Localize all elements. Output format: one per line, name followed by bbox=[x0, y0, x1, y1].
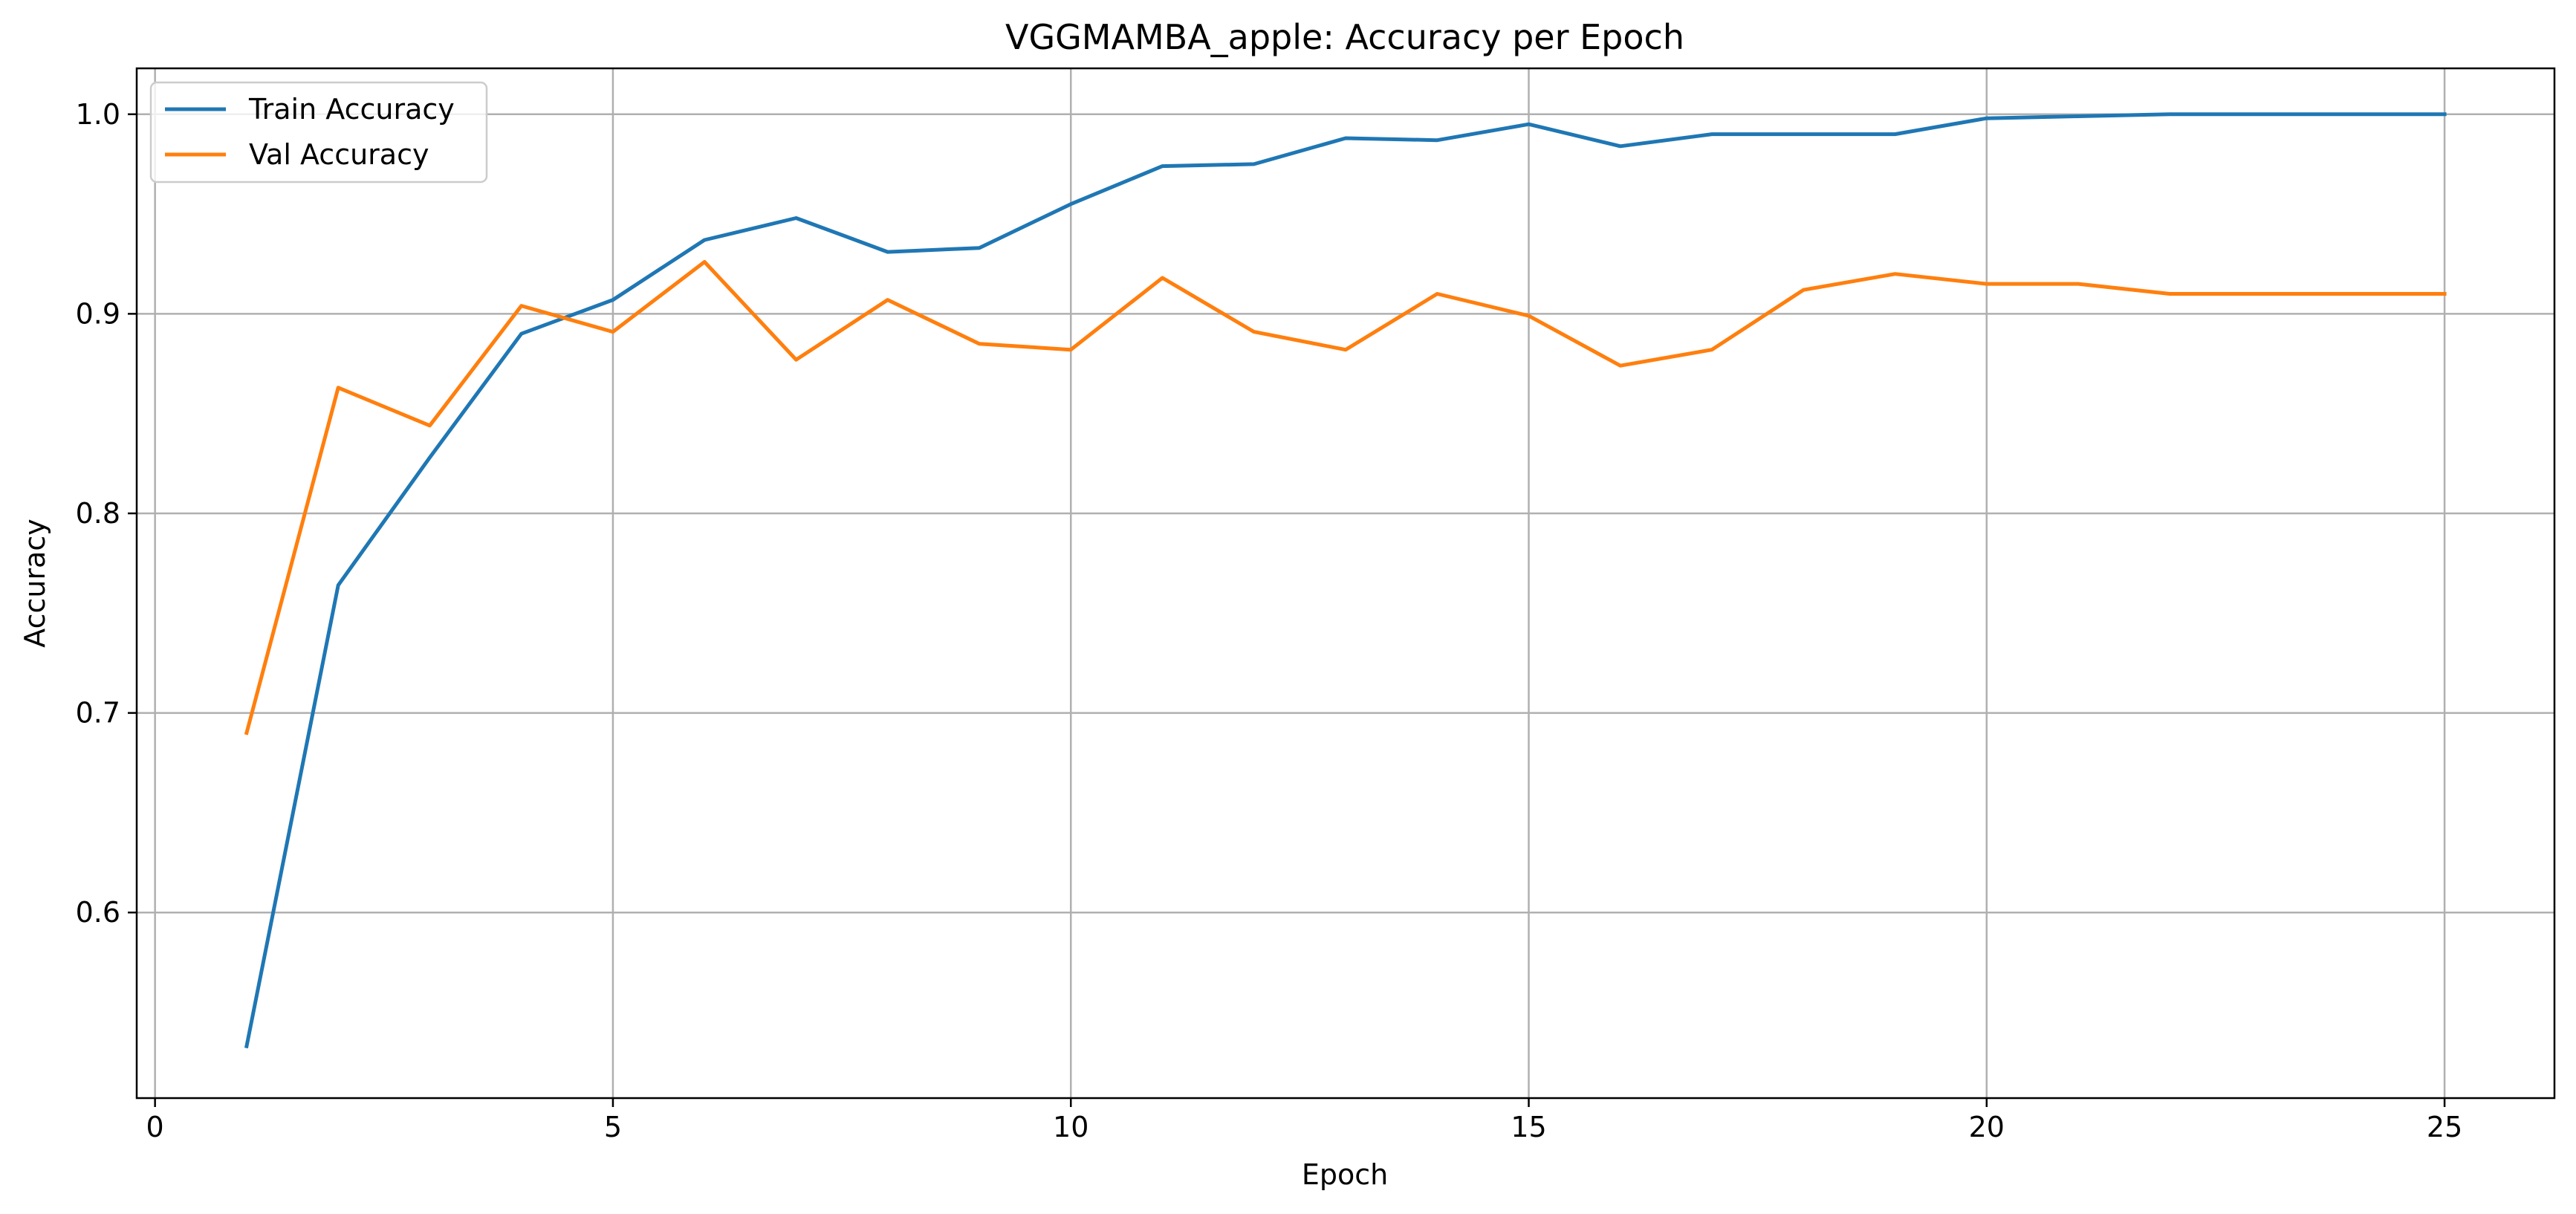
y-tick-label: 0.8 bbox=[76, 497, 120, 530]
x-tick-label: 5 bbox=[604, 1111, 622, 1143]
legend-label-val-accuracy: Val Accuracy bbox=[249, 138, 429, 171]
x-tick-label: 20 bbox=[1969, 1111, 2005, 1143]
x-tick-label: 10 bbox=[1053, 1111, 1089, 1143]
legend-box bbox=[149, 81, 488, 184]
x-axis-label: Epoch bbox=[1302, 1158, 1388, 1191]
chart-title: VGGMAMBA_apple: Accuracy per Epoch bbox=[1005, 17, 1684, 57]
y-tick-label: 1.0 bbox=[76, 98, 120, 131]
legend: Train Accuracy Val Accuracy bbox=[149, 81, 488, 184]
x-tick-label: 0 bbox=[146, 1111, 164, 1143]
y-tick-label: 0.6 bbox=[76, 896, 120, 929]
y-tick-label: 0.9 bbox=[76, 297, 120, 330]
y-axis-label: Accuracy bbox=[19, 519, 51, 648]
y-tick-label: 0.7 bbox=[76, 697, 120, 730]
series-layer bbox=[244, 112, 2447, 1049]
x-tick-label: 15 bbox=[1511, 1111, 1546, 1143]
y-axis: 0.6 0.7 0.8 0.9 1.0 bbox=[76, 98, 137, 929]
train-accuracy-line bbox=[244, 112, 2447, 1049]
val-accuracy-line bbox=[244, 260, 2447, 736]
plot-frame bbox=[135, 67, 2556, 1100]
x-tick-label: 25 bbox=[2427, 1111, 2462, 1143]
legend-label-train-accuracy: Train Accuracy bbox=[248, 93, 455, 126]
x-axis: 0 5 10 15 20 25 bbox=[146, 1098, 2462, 1143]
